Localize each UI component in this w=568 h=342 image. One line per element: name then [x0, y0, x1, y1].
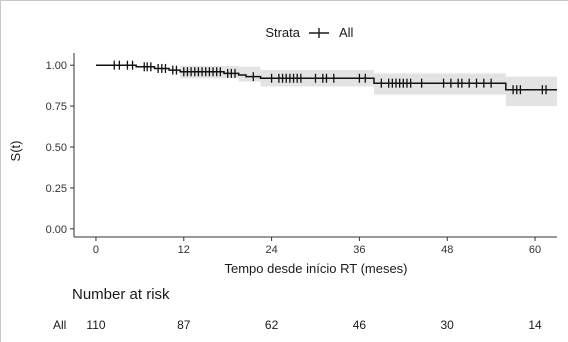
risk-count: 110	[86, 318, 106, 332]
y-tick-label: 0.50	[46, 142, 67, 154]
x-tick-label: 12	[178, 244, 190, 256]
y-tick-label: 0.00	[46, 224, 67, 236]
risk-table-title: Number at risk	[72, 286, 170, 303]
x-tick-label: 60	[529, 244, 541, 256]
y-tick-label: 0.75	[46, 101, 67, 113]
x-axis-title: Tempo desde início RT (meses)	[224, 261, 407, 276]
risk-table-strata-label: All	[53, 318, 67, 332]
confidence-band	[96, 65, 557, 107]
x-tick-label: 0	[93, 244, 99, 256]
risk-count: 30	[440, 318, 454, 332]
y-tick-label: 1.00	[46, 60, 67, 72]
risk-count: 62	[264, 318, 279, 332]
ci-band	[96, 65, 557, 107]
censor-marks	[113, 60, 547, 95]
y-tick-label: 0.25	[46, 183, 67, 195]
x-tick-label: 24	[265, 244, 277, 256]
x-tick-labels: 0 12 24 36 48 60	[93, 237, 541, 256]
legend: Strata All	[265, 25, 353, 40]
legend-title: Strata	[265, 25, 300, 40]
y-tick-labels: 0.00 0.25 0.50 0.75 1.00	[46, 60, 74, 236]
risk-count: 14	[528, 318, 542, 332]
frame-left-border	[0, 0, 1, 342]
legend-series-label: All	[339, 25, 354, 40]
x-tick-label: 36	[353, 244, 365, 256]
risk-count: 46	[352, 318, 367, 332]
y-axis-title: S(t)	[8, 141, 23, 162]
risk-count: 87	[177, 318, 191, 332]
x-tick-label: 48	[441, 244, 453, 256]
axes	[73, 53, 557, 238]
frame-top-border	[0, 0, 568, 1]
